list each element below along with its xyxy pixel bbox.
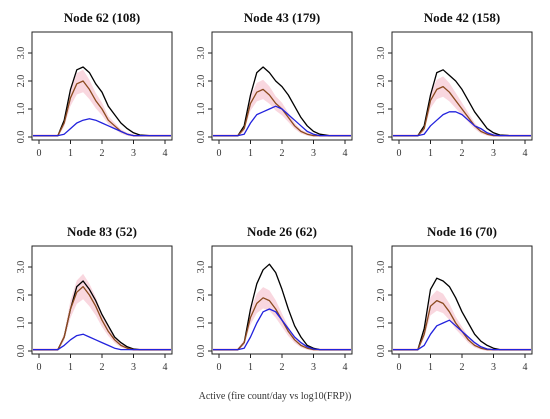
x-tick-label: 1 bbox=[428, 148, 433, 159]
x-tick-label: 0 bbox=[397, 362, 402, 373]
series-line-blue bbox=[213, 308, 351, 351]
x-tick-label: 3 bbox=[311, 362, 316, 373]
panel-title: Node 42 (158) bbox=[424, 10, 501, 25]
x-axis-label: Active (fire count/day vs log10(FRP)) bbox=[198, 391, 352, 402]
y-tick-label: 1.0 bbox=[376, 103, 387, 116]
y-tick-label: 0.0 bbox=[16, 345, 27, 358]
chart-panel: Node 83 (52) 0.0 1.0 2.0 3.0 0 1 2 3 4 bbox=[16, 224, 173, 373]
y-tick-label: 0.0 bbox=[196, 345, 207, 358]
x-tick-label: 3 bbox=[311, 148, 316, 159]
y-tick-label: 1.0 bbox=[196, 317, 207, 330]
series-line-black bbox=[393, 277, 531, 351]
series-line-black bbox=[393, 69, 531, 137]
x-tick-label: 4 bbox=[523, 362, 528, 373]
y-tick-label: 3.0 bbox=[196, 261, 207, 274]
x-tick-label: 3 bbox=[131, 148, 136, 159]
series-line-black bbox=[213, 66, 351, 137]
panel-title: Node 62 (108) bbox=[64, 10, 141, 25]
y-tick-label: 3.0 bbox=[376, 47, 387, 60]
series-band bbox=[393, 76, 531, 137]
y-tick-label: 1.0 bbox=[196, 103, 207, 116]
y-tick-label: 1.0 bbox=[376, 317, 387, 330]
x-tick-label: 2 bbox=[460, 148, 465, 159]
series-band bbox=[33, 273, 171, 351]
plot-frame bbox=[391, 31, 533, 141]
x-tick-label: 2 bbox=[100, 362, 105, 373]
series-line-black bbox=[33, 66, 171, 137]
series-line-blue bbox=[393, 319, 531, 351]
y-tick-label: 0.0 bbox=[376, 131, 387, 144]
x-tick-label: 0 bbox=[37, 362, 42, 373]
x-tick-label: 1 bbox=[68, 148, 73, 159]
plot-frame bbox=[31, 31, 173, 141]
series-line-blue bbox=[33, 333, 171, 351]
y-tick-label: 3.0 bbox=[376, 261, 387, 274]
x-tick-label: 1 bbox=[68, 362, 73, 373]
x-tick-label: 4 bbox=[163, 148, 168, 159]
x-tick-label: 2 bbox=[460, 362, 465, 373]
y-tick-label: 2.0 bbox=[196, 289, 207, 302]
series-line-black bbox=[33, 280, 171, 351]
y-tick-label: 0.0 bbox=[16, 131, 27, 144]
panel-title: Node 43 (179) bbox=[244, 10, 321, 25]
y-tick-label: 0.0 bbox=[196, 131, 207, 144]
series-line-blue bbox=[393, 111, 531, 137]
x-tick-label: 0 bbox=[37, 148, 42, 159]
y-tick-label: 3.0 bbox=[16, 47, 27, 60]
x-tick-label: 3 bbox=[131, 362, 136, 373]
series-band bbox=[393, 290, 531, 351]
x-tick-label: 2 bbox=[100, 148, 105, 159]
chart-panel: Node 62 (108) 0.0 1.0 2.0 3.0 0 1 2 3 4 bbox=[16, 10, 173, 159]
y-tick-label: 3.0 bbox=[196, 47, 207, 60]
plot-frame bbox=[391, 245, 533, 355]
x-tick-label: 3 bbox=[491, 362, 496, 373]
chart-panel: Node 43 (179) 0.0 1.0 2.0 3.0 0 1 2 3 4 bbox=[196, 10, 353, 159]
x-tick-label: 2 bbox=[280, 148, 285, 159]
chart-panel: Node 26 (62) 0.0 1.0 2.0 3.0 0 1 2 3 4 bbox=[196, 224, 353, 373]
x-tick-label: 2 bbox=[280, 362, 285, 373]
series-line-brown bbox=[393, 299, 531, 351]
plot-frame bbox=[211, 245, 353, 355]
x-tick-label: 4 bbox=[163, 362, 168, 373]
series-line-black bbox=[213, 263, 351, 351]
y-tick-label: 2.0 bbox=[16, 289, 27, 302]
x-tick-label: 0 bbox=[397, 148, 402, 159]
y-tick-label: 2.0 bbox=[376, 75, 387, 88]
y-tick-label: 2.0 bbox=[196, 75, 207, 88]
panel-title: Node 16 (70) bbox=[427, 224, 497, 239]
x-tick-label: 1 bbox=[428, 362, 433, 373]
panel-title: Node 26 (62) bbox=[247, 224, 317, 239]
x-tick-label: 1 bbox=[248, 362, 253, 373]
y-tick-label: 0.0 bbox=[376, 345, 387, 358]
x-tick-label: 4 bbox=[523, 148, 528, 159]
series-band bbox=[33, 69, 171, 137]
y-tick-label: 2.0 bbox=[16, 75, 27, 88]
series-line-blue bbox=[213, 105, 351, 137]
plot-frame bbox=[31, 245, 173, 355]
series-line-blue bbox=[33, 118, 171, 137]
series-line-brown bbox=[33, 80, 171, 137]
y-tick-label: 3.0 bbox=[16, 261, 27, 274]
chart-panel: Node 42 (158) 0.0 1.0 2.0 3.0 0 1 2 3 4 bbox=[376, 10, 533, 159]
y-tick-label: 1.0 bbox=[16, 317, 27, 330]
x-tick-label: 4 bbox=[343, 362, 348, 373]
x-tick-label: 0 bbox=[217, 362, 222, 373]
y-tick-label: 2.0 bbox=[376, 289, 387, 302]
x-tick-label: 0 bbox=[217, 148, 222, 159]
y-tick-label: 1.0 bbox=[16, 103, 27, 116]
panel-title: Node 83 (52) bbox=[67, 224, 137, 239]
chart-panel: Node 16 (70) 0.0 1.0 2.0 3.0 0 1 2 3 4 bbox=[376, 224, 533, 373]
x-tick-label: 4 bbox=[343, 148, 348, 159]
x-tick-label: 1 bbox=[248, 148, 253, 159]
x-tick-label: 3 bbox=[491, 148, 496, 159]
